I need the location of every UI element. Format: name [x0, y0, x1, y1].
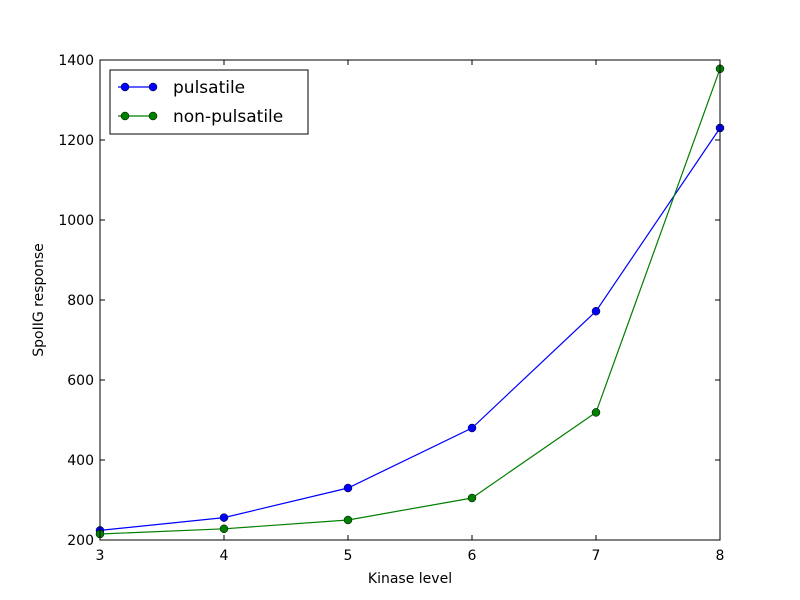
y-tick-label: 1400	[58, 53, 94, 69]
data-point-pulsatile	[467, 423, 477, 433]
data-point-non-pulsatile	[343, 515, 353, 525]
data-point-pulsatile	[219, 513, 229, 522]
x-tick-label: 5	[344, 548, 353, 564]
legend: pulsatile non-pulsatile	[109, 69, 309, 135]
x-tick-label: 8	[716, 548, 725, 564]
data-point-pulsatile	[591, 306, 601, 316]
x-tick-label: 4	[220, 548, 229, 564]
legend-marker-pulsatile	[148, 82, 158, 92]
data-point-non-pulsatile	[219, 524, 229, 534]
legend-frame	[109, 69, 309, 135]
series-line-pulsatile	[99, 127, 721, 531]
x-tick-label: 6	[468, 548, 477, 564]
plot-background	[100, 60, 720, 540]
y-axis-label: SpoIIG response	[31, 243, 47, 356]
x-axis-label: Kinase level	[368, 571, 452, 587]
series-line-non-pulsatile	[99, 68, 721, 535]
y-tick-label: 400	[67, 453, 94, 469]
x-tick-label: 7	[592, 548, 601, 564]
legend-label-non-pulsatile: non-pulsatile	[173, 107, 283, 127]
y-tick-label: 1000	[58, 213, 94, 229]
y-tick-label: 600	[67, 373, 94, 389]
ticks-layer: 3 4 5 6 7 8 200 400 600 800 1000 1200 1400	[58, 53, 724, 564]
x-tick-label: 3	[96, 548, 105, 564]
series-layer	[95, 64, 725, 539]
data-point-non-pulsatile	[467, 493, 477, 503]
legend-label-pulsatile: pulsatile	[173, 78, 245, 98]
y-tick-label: 200	[67, 533, 94, 549]
y-tick-label: 1200	[58, 133, 94, 149]
legend-marker-non-pulsatile	[120, 111, 130, 121]
legend-marker-pulsatile	[120, 82, 130, 92]
y-tick-label: 800	[67, 293, 94, 309]
data-point-pulsatile	[343, 483, 353, 493]
data-point-non-pulsatile	[591, 408, 601, 417]
legend-marker-non-pulsatile	[148, 111, 158, 121]
